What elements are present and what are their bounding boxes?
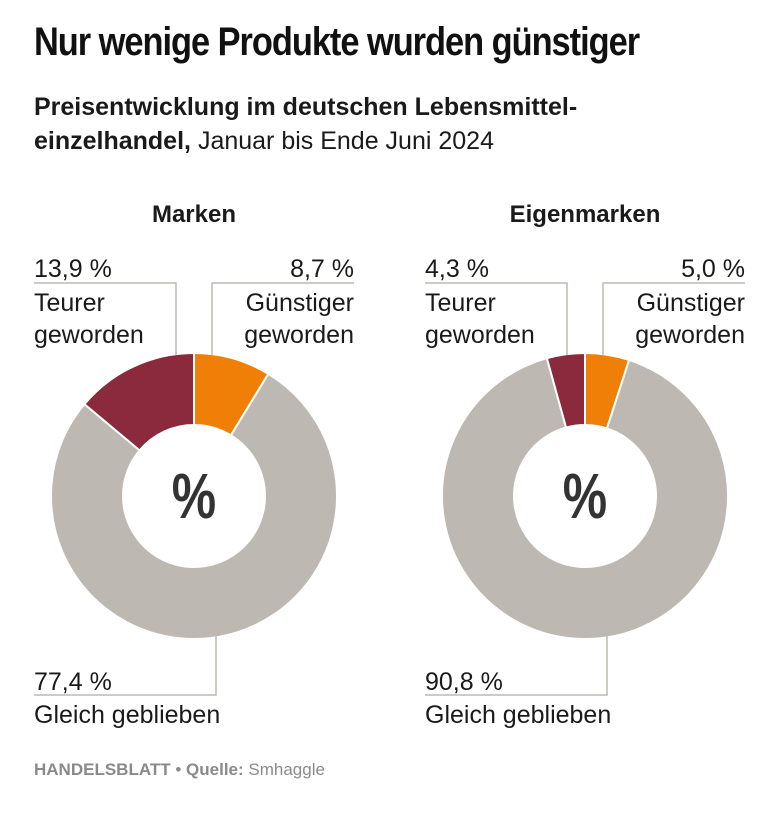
subtitle-bold: Preisentwicklung im deutschen Lebensmitt… [34,93,578,155]
footer-source: HANDELSBLATT • Quelle: Smhaggle [34,760,325,780]
slice-value-label: 8,7 % [290,255,354,283]
slice-name-label: Günstiger [637,289,745,317]
slice-value-label: 5,0 % [681,255,745,283]
leader-line [34,282,177,355]
donut-slice [50,372,338,640]
footer-separator: • [170,760,187,779]
center-label: % [172,461,216,532]
footer-source-label: Quelle: [186,760,244,779]
slice-name-label: geworden [34,321,144,349]
subtitle-rest: Januar bis Ende Juni 2024 [197,127,494,155]
slice-name-label: geworden [244,321,354,349]
donut-slice [82,351,195,452]
slice-value-label: 4,3 % [425,255,489,283]
donut-slice [441,356,729,640]
leader-line [211,282,354,355]
slice-name-label: Günstiger [246,289,354,317]
chart-subtitle: Preisentwicklung im deutschen Lebensmitt… [34,90,734,158]
leader-line [425,636,608,696]
footer-source-name: Smhaggle [243,760,325,779]
slice-name-label: Gleich geblieben [425,701,611,729]
slice-name-label: Teurer [34,289,105,317]
donut-chart-1 [425,282,745,696]
chart-title: Nur wenige Produkte wurden günstiger [34,20,640,64]
leader-line [34,636,217,696]
chart-heading: Marken [152,201,236,228]
donut-chart-0 [34,282,354,696]
chart-heading: Eigenmarken [510,201,661,228]
leader-line [602,282,745,355]
slice-name-label: geworden [635,321,745,349]
slice-name-label: Gleich geblieben [34,701,220,729]
slice-value-label: 77,4 % [34,668,112,696]
donut-slice [545,351,586,429]
donut-charts: Marken% 13,9 % Teurer geworden 8,7 % Günstige… [34,201,745,729]
footer-publisher: HANDELSBLATT [34,760,171,779]
slice-name-label: Teurer [425,289,496,317]
center-label: % [563,461,607,532]
slice-name-label: geworden [425,321,535,349]
slice-value-label: 90,8 % [425,668,503,696]
slice-value-label: 13,9 % [34,255,112,283]
leader-line [425,282,568,355]
